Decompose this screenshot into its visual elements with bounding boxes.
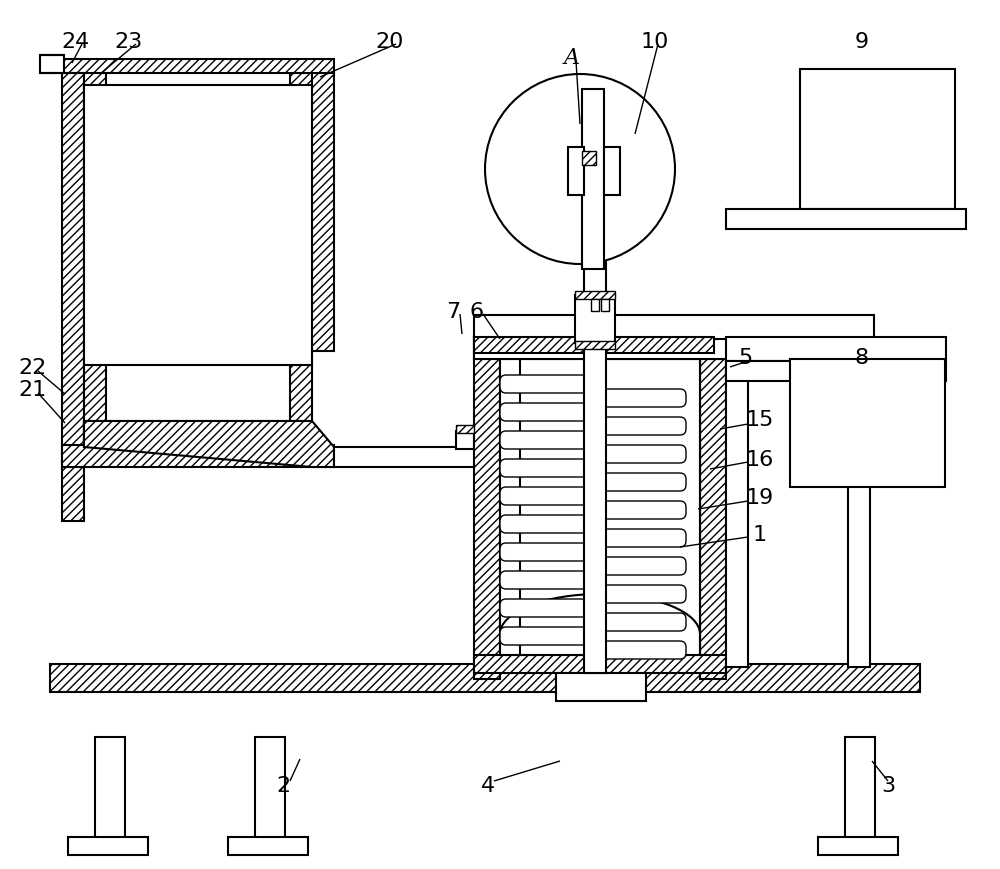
FancyBboxPatch shape [596,641,686,660]
FancyBboxPatch shape [500,543,590,561]
Bar [726,362,946,381]
FancyBboxPatch shape [500,488,590,506]
Bar [726,209,966,229]
Bar [568,148,584,196]
Bar [456,432,474,449]
FancyBboxPatch shape [500,571,590,589]
Bar [848,486,870,667]
Circle shape [485,75,675,265]
Bar [95,737,125,849]
Bar [582,90,604,269]
Text: 6: 6 [470,302,484,322]
FancyBboxPatch shape [596,446,686,463]
FancyBboxPatch shape [500,460,590,477]
Text: 9: 9 [855,32,869,52]
Text: 24: 24 [61,32,89,52]
Text: 2: 2 [276,775,290,795]
Text: 4: 4 [481,775,495,795]
Bar [474,338,874,360]
FancyBboxPatch shape [596,474,686,492]
Bar [575,295,615,343]
Bar [68,837,148,855]
Bar [474,655,726,673]
FancyBboxPatch shape [500,375,590,394]
Bar [62,446,334,468]
Text: 3: 3 [881,775,895,795]
Bar [84,421,312,448]
Bar [726,338,946,362]
FancyBboxPatch shape [500,432,590,449]
Bar [334,448,494,468]
Text: 5: 5 [738,348,752,368]
Bar [228,837,308,855]
Bar [726,360,748,667]
Text: 19: 19 [746,488,774,507]
Bar [84,72,106,447]
Bar [456,426,474,434]
Text: A: A [564,47,580,69]
Bar [40,56,64,74]
Text: 8: 8 [855,348,869,368]
Bar [62,60,334,74]
Text: 1: 1 [753,524,767,544]
Bar [500,360,700,655]
FancyBboxPatch shape [596,586,686,603]
Bar [50,664,920,693]
Text: 16: 16 [746,449,774,469]
Bar [474,338,714,360]
FancyBboxPatch shape [596,557,686,575]
Bar [584,160,606,673]
FancyBboxPatch shape [596,417,686,435]
FancyBboxPatch shape [500,627,590,646]
Bar [601,300,609,312]
Text: 20: 20 [376,32,404,52]
Text: 22: 22 [18,357,46,377]
Bar [474,315,874,340]
Bar [474,338,714,354]
FancyBboxPatch shape [596,529,686,547]
Bar [790,360,945,488]
FancyBboxPatch shape [500,515,590,534]
Text: 7: 7 [446,302,460,322]
Bar [312,72,334,352]
Bar [845,737,875,849]
Bar [800,70,955,209]
Bar [604,148,620,196]
FancyBboxPatch shape [596,501,686,520]
FancyBboxPatch shape [500,600,590,617]
Polygon shape [84,421,334,468]
Bar [62,72,84,521]
Text: 23: 23 [114,32,142,52]
Bar [84,86,312,366]
Bar [575,342,615,349]
Bar [818,837,898,855]
Text: 10: 10 [641,32,669,52]
Bar [556,673,646,701]
Bar [290,72,312,447]
FancyBboxPatch shape [596,389,686,408]
Text: 21: 21 [18,380,46,400]
Bar [700,360,726,680]
Bar [255,737,285,849]
FancyBboxPatch shape [500,403,590,421]
FancyBboxPatch shape [596,614,686,631]
Bar [575,292,615,300]
Bar [582,152,596,166]
Bar [474,360,500,680]
Text: 15: 15 [746,409,774,429]
Bar [591,300,599,312]
